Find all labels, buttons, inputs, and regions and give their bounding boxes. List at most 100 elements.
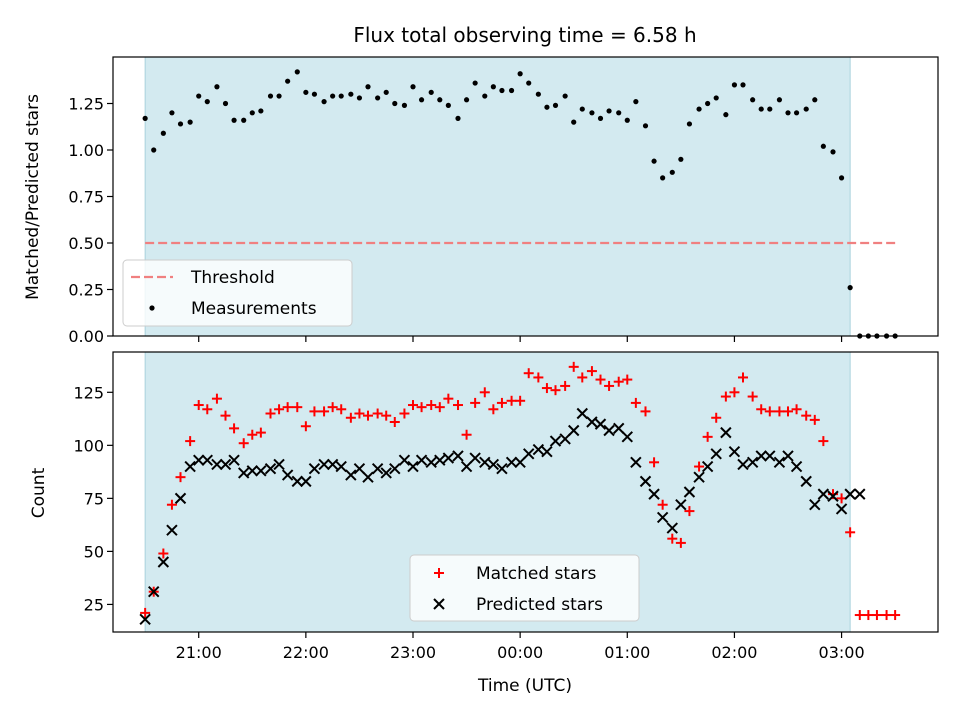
predicted-star-point — [630, 456, 642, 469]
legend-box — [122, 259, 353, 327]
measurement-point — [776, 97, 783, 103]
predicted-star-point — [415, 454, 428, 466]
legend-predicted-swatch — [433, 598, 445, 610]
matched-star-point — [434, 402, 445, 413]
measurement-point — [365, 84, 371, 90]
measurement-point — [535, 91, 541, 97]
predicted-star-point — [300, 475, 312, 488]
predicted-star-point — [479, 456, 491, 469]
measurement-point — [740, 82, 746, 88]
matched-star-point — [720, 391, 731, 402]
matched-star-point — [640, 406, 651, 417]
legend-measurements-swatch — [149, 305, 155, 311]
legend-measurements-label: Measurements — [191, 299, 317, 319]
predicted-star-point — [407, 460, 419, 473]
measurement-point — [624, 117, 630, 123]
measurement-point — [552, 102, 559, 108]
matched-star-point — [292, 402, 303, 413]
measurement-point — [445, 102, 451, 108]
matched-star-point — [533, 372, 544, 383]
predicted-star-point — [318, 458, 330, 471]
measurement-point — [204, 99, 210, 105]
predicted-star-point — [737, 458, 749, 471]
matched-star-point — [595, 374, 606, 385]
predicted-star-point — [184, 460, 196, 473]
measurement-point — [633, 99, 639, 105]
predicted-star-point — [148, 585, 160, 598]
x-tick-label: 02:00 — [711, 643, 757, 662]
measurement-point — [642, 123, 649, 129]
predicted-star-point — [835, 503, 848, 515]
matched-star-point — [229, 423, 240, 434]
x-axis-label: Time (UTC) — [477, 676, 572, 696]
bottom-plot-area: 25 50 75 100 125 21:00 22:00 23:00 00:00 01:00 02:… — [73, 351, 939, 662]
predicted-star-point — [755, 450, 767, 462]
measurement-point — [669, 169, 675, 175]
matched-star-point — [568, 361, 579, 372]
y-tick-label: 1.00 — [68, 141, 104, 160]
legend: Threshold Measurements — [122, 259, 353, 327]
measurement-point — [686, 121, 693, 127]
matched-star-point — [871, 610, 882, 621]
legend: Matched stars Predicted stars — [409, 554, 640, 622]
measurement-point — [348, 91, 354, 97]
predicted-star-point — [790, 460, 803, 473]
y-tick-label: 0.25 — [68, 281, 104, 300]
matched-star-point — [667, 533, 678, 544]
predicted-star-point — [255, 465, 267, 477]
measurement-point — [338, 93, 344, 99]
predicted-star-point — [362, 471, 374, 483]
matched-star-point — [319, 406, 330, 417]
matched-star-point — [783, 406, 793, 417]
predicted-star-point — [434, 454, 446, 466]
measurement-point — [838, 175, 845, 181]
predicted-star-point — [675, 499, 687, 511]
matched-star-point — [550, 385, 561, 396]
matched-star-point — [327, 402, 338, 413]
predicted-star-point — [656, 511, 669, 524]
legend-matched-label: Matched stars — [476, 564, 596, 584]
predicted-star-point — [335, 460, 347, 473]
matched-star-point — [345, 412, 356, 423]
matched-star-point — [496, 397, 507, 408]
predicted-star-point — [576, 407, 588, 420]
measurement-point — [151, 147, 157, 153]
matched-star-point — [453, 400, 463, 411]
matched-star-point — [140, 607, 151, 618]
matched-star-point — [211, 393, 222, 404]
measurement-point — [571, 119, 577, 125]
matched-star-point — [426, 400, 437, 411]
matched-star-point — [461, 429, 472, 440]
matched-star-point — [408, 400, 418, 411]
measurement-point — [375, 95, 381, 101]
matched-star-point — [443, 393, 454, 404]
predicted-star-point — [639, 475, 652, 488]
measurement-point — [321, 99, 327, 105]
predicted-star-point — [648, 488, 660, 500]
predicted-star-point — [157, 556, 170, 568]
predicted-star-point — [594, 418, 607, 430]
matched-star-point — [881, 610, 892, 621]
matched-star-point — [309, 406, 320, 417]
measurement-point — [678, 156, 684, 162]
predicted-star-point — [496, 462, 508, 475]
matched-star-point — [389, 417, 400, 427]
predicted-star-point — [666, 522, 678, 534]
predicted-star-point — [720, 426, 732, 439]
matched-star-point — [202, 404, 213, 415]
predicted-star-point — [345, 469, 357, 481]
x-tick-label: 03:00 — [819, 643, 865, 662]
predicted-star-point — [273, 458, 285, 471]
measurement-point — [830, 149, 836, 155]
matched-star-point — [185, 436, 196, 447]
y-tick-label: 75 — [84, 489, 104, 508]
predicted-star-point — [710, 448, 722, 460]
y-tick-label: 0.75 — [68, 188, 104, 207]
x-tick-label: 22:00 — [283, 643, 329, 662]
measurement-point — [177, 121, 184, 127]
predicted-star-point — [800, 475, 812, 488]
predicted-star-point — [219, 458, 232, 471]
measurement-point — [696, 106, 702, 112]
measurement-point — [606, 108, 612, 114]
predicted-star-point — [238, 467, 250, 479]
